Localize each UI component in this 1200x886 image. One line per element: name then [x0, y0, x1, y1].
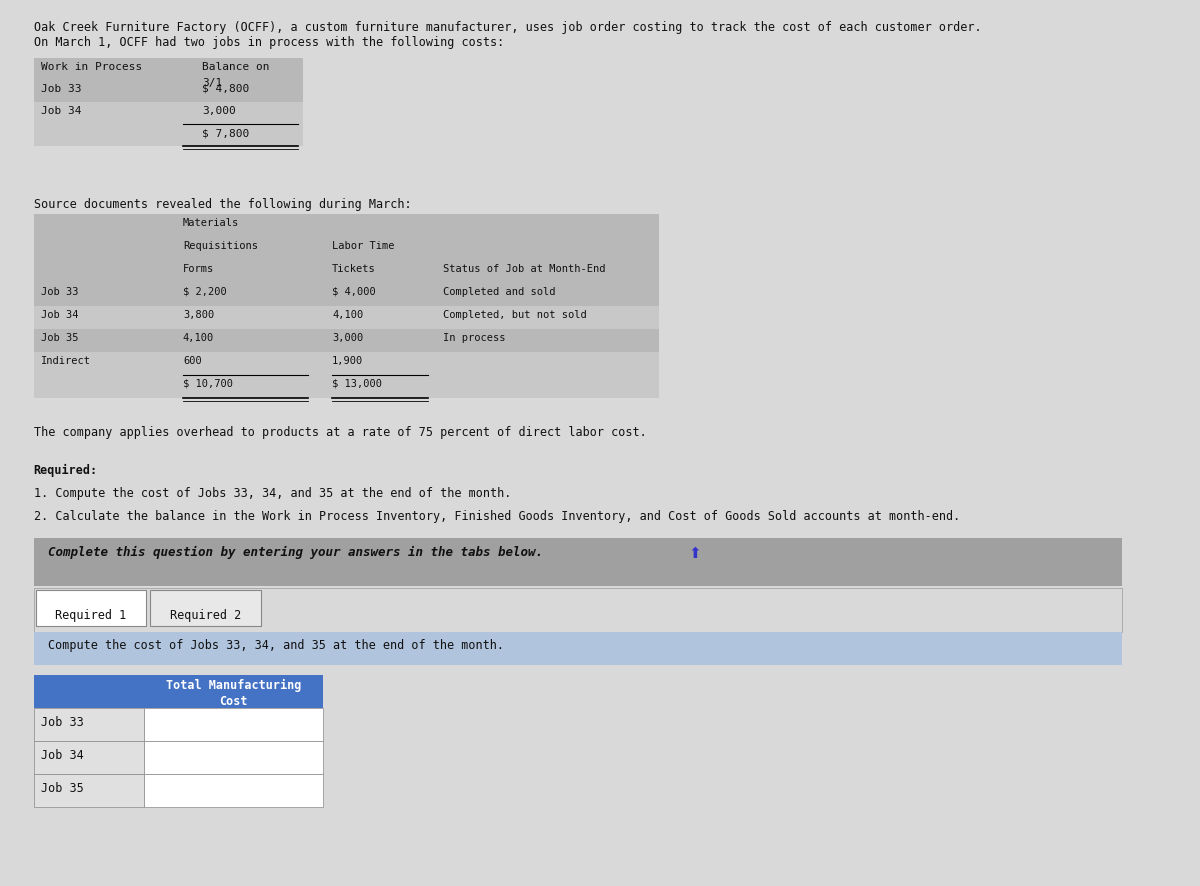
- Bar: [144, 741, 323, 774]
- Text: Total Manufacturing
Cost: Total Manufacturing Cost: [166, 679, 301, 708]
- Text: 3,000: 3,000: [202, 106, 236, 116]
- Text: Required 1: Required 1: [55, 609, 127, 621]
- Text: Job 33: Job 33: [41, 287, 79, 297]
- Text: Source documents revealed the following during March:: Source documents revealed the following …: [34, 198, 412, 211]
- Text: $ 4,800: $ 4,800: [202, 84, 250, 94]
- Bar: [34, 352, 660, 375]
- Bar: [34, 675, 323, 708]
- Text: Balance on: Balance on: [202, 62, 270, 72]
- Text: 1. Compute the cost of Jobs 33, 34, and 35 at the end of the month.: 1. Compute the cost of Jobs 33, 34, and …: [34, 487, 511, 500]
- Bar: [34, 329, 660, 352]
- Text: Job 33: Job 33: [41, 716, 84, 729]
- Text: Completed, but not sold: Completed, but not sold: [443, 310, 587, 320]
- Text: Job 35: Job 35: [41, 782, 84, 795]
- Text: On March 1, OCFF had two jobs in process with the following costs:: On March 1, OCFF had two jobs in process…: [34, 36, 504, 49]
- Text: $ 4,000: $ 4,000: [332, 287, 376, 297]
- Bar: [34, 774, 144, 807]
- Text: Materials: Materials: [182, 218, 239, 228]
- Bar: [34, 632, 1122, 665]
- Text: Compute the cost of Jobs 33, 34, and 35 at the end of the month.: Compute the cost of Jobs 33, 34, and 35 …: [48, 639, 504, 652]
- Bar: [34, 708, 144, 741]
- Text: Completed and sold: Completed and sold: [443, 287, 556, 297]
- Text: $ 13,000: $ 13,000: [332, 379, 382, 389]
- Text: The company applies overhead to products at a rate of 75 percent of direct labor: The company applies overhead to products…: [34, 426, 647, 439]
- Text: Complete this question by entering your answers in the tabs below.: Complete this question by entering your …: [48, 546, 544, 559]
- Text: Required 2: Required 2: [170, 609, 241, 621]
- Bar: [34, 306, 660, 329]
- Text: Job 34: Job 34: [41, 310, 79, 320]
- Bar: [144, 708, 323, 741]
- Text: Required:: Required:: [34, 464, 98, 477]
- Text: Job 33: Job 33: [41, 84, 82, 94]
- Bar: [34, 283, 660, 306]
- Bar: [34, 214, 660, 283]
- Text: Job 35: Job 35: [41, 333, 79, 343]
- Bar: [34, 741, 144, 774]
- Text: $ 2,200: $ 2,200: [182, 287, 227, 297]
- Bar: [34, 124, 304, 146]
- Text: Work in Process: Work in Process: [41, 62, 143, 72]
- Text: 3/1: 3/1: [202, 78, 222, 88]
- Text: 600: 600: [182, 356, 202, 366]
- Text: 2. Calculate the balance in the Work in Process Inventory, Finished Goods Invent: 2. Calculate the balance in the Work in …: [34, 510, 960, 523]
- Text: 4,100: 4,100: [332, 310, 364, 320]
- Text: 1,900: 1,900: [332, 356, 364, 366]
- Bar: [34, 538, 1122, 586]
- Text: In process: In process: [443, 333, 505, 343]
- Text: $ 7,800: $ 7,800: [202, 128, 250, 138]
- Text: Job 34: Job 34: [41, 749, 84, 762]
- Text: $ 10,700: $ 10,700: [182, 379, 233, 389]
- Text: Requisitions: Requisitions: [182, 241, 258, 251]
- Text: 3,800: 3,800: [182, 310, 214, 320]
- Text: Indirect: Indirect: [41, 356, 91, 366]
- Bar: [34, 80, 304, 102]
- Text: 4,100: 4,100: [182, 333, 214, 343]
- Bar: [144, 774, 323, 807]
- Bar: [150, 590, 260, 626]
- Text: Job 34: Job 34: [41, 106, 82, 116]
- Text: 3,000: 3,000: [332, 333, 364, 343]
- Text: Oak Creek Furniture Factory (OCFF), a custom furniture manufacturer, uses job or: Oak Creek Furniture Factory (OCFF), a cu…: [34, 21, 982, 34]
- Text: Labor Time: Labor Time: [332, 241, 395, 251]
- Bar: [36, 590, 146, 626]
- Text: ⬆: ⬆: [689, 546, 701, 561]
- Text: Status of Job at Month-End: Status of Job at Month-End: [443, 264, 605, 274]
- Bar: [34, 375, 660, 398]
- Bar: [34, 102, 304, 124]
- Bar: [34, 588, 1122, 632]
- Text: Forms: Forms: [182, 264, 214, 274]
- Text: Tickets: Tickets: [332, 264, 376, 274]
- Bar: [34, 58, 304, 80]
